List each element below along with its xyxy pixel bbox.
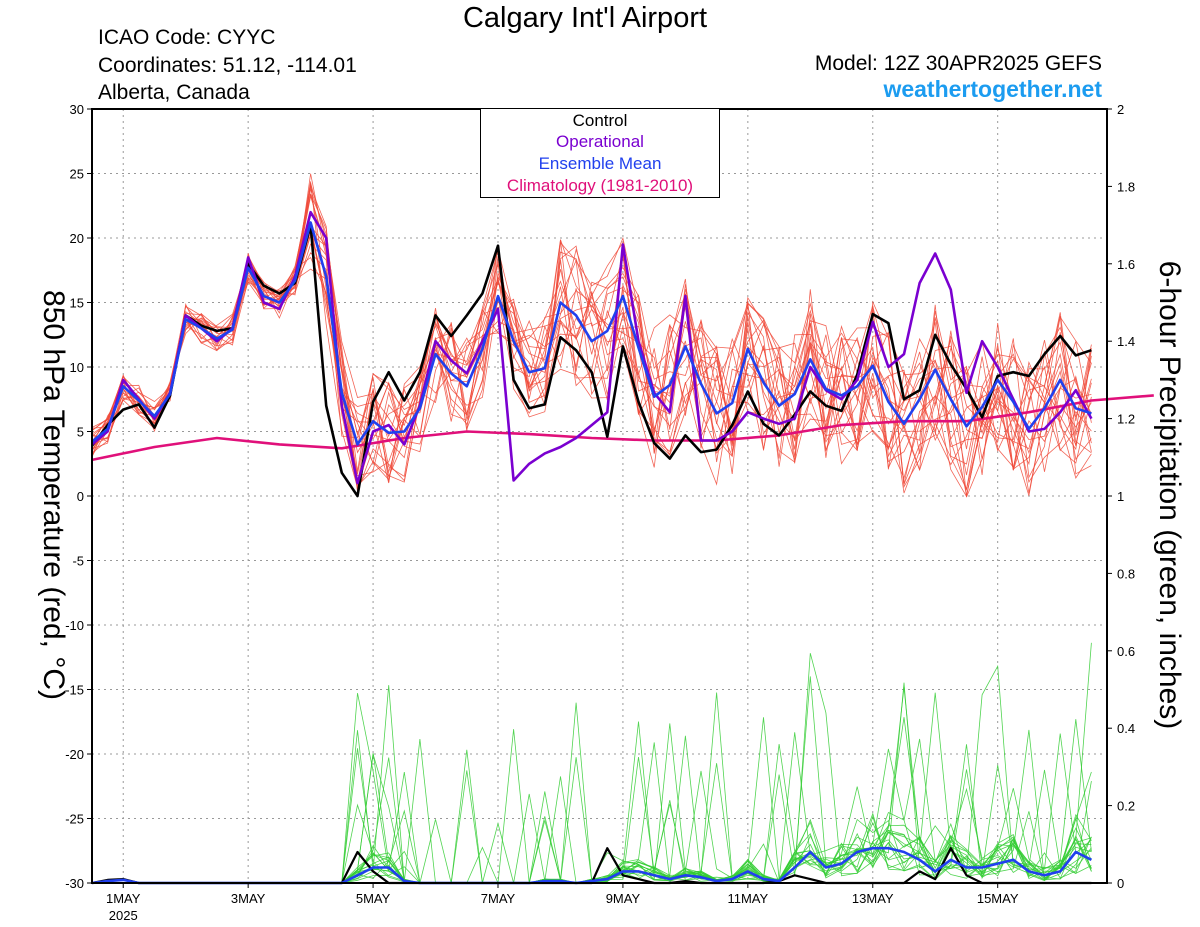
x-tick-label: 5MAY (356, 891, 391, 906)
site-link[interactable]: weathertogether.net (883, 76, 1102, 102)
x-tick-label: 3MAY (231, 891, 266, 906)
precip-member-line (92, 800, 1092, 884)
y-tick-label-right: 1.8 (1117, 179, 1135, 194)
y-tick-label-right: 0 (1117, 876, 1124, 891)
y-tick-label-right: 1.4 (1117, 334, 1135, 349)
temp-member-line (91, 241, 1092, 483)
y-tick-label-left: -15 (65, 683, 84, 698)
y-tick-label-left: -30 (65, 876, 84, 891)
x-tick-label: 11MAY (727, 891, 768, 906)
y-tick-label-left: 20 (70, 231, 84, 246)
x-tick-label: 1MAY (106, 891, 141, 906)
legend-ensemble-mean: Ensemble Mean (538, 154, 662, 173)
y-tick-label-right: 0.2 (1117, 799, 1135, 814)
x-tick-label: 13MAY (852, 891, 894, 906)
y-tick-label-left: 10 (70, 360, 84, 375)
legend-climatology: Climatology (1981-2010) (506, 176, 694, 195)
y-tick-label-right: 0.8 (1117, 566, 1135, 581)
y-tick-label-left: 15 (70, 296, 84, 311)
plot-frame (91, 108, 1108, 884)
y-tick-label-right: 1.6 (1117, 257, 1135, 272)
y-tick-label-left: 30 (70, 102, 84, 117)
y-axis-left-label: 850 hPa Temperature (red, °C) (37, 290, 70, 700)
region: Alberta, Canada (98, 81, 250, 104)
icao-code: ICAO Code: CYYC (98, 26, 276, 49)
y-tick-label-left: 25 (70, 167, 84, 182)
y-tick-label-right: 1 (1117, 489, 1124, 504)
y-tick-label-left: -5 (72, 554, 84, 569)
model-run: Model: 12Z 30APR2025 GEFS (814, 52, 1102, 75)
coordinates: Coordinates: 51.12, -114.01 (98, 54, 357, 77)
y-tick-label-left: -25 (65, 812, 84, 827)
temp-member-line (91, 187, 1092, 479)
x-tick-label: 9MAY (606, 891, 641, 906)
temp-member-line (91, 185, 1092, 498)
x-tick-sublabel: 2025 (109, 908, 138, 923)
temp-member-line (91, 193, 1092, 477)
y-tick-label-right: 0.4 (1117, 721, 1135, 736)
legend-operational: Operational (556, 132, 644, 151)
gridlines (92, 109, 1107, 883)
y-axis-right-label: 6-hour Precipitation (green, inches) (1153, 261, 1186, 730)
precip-member-line (92, 791, 1092, 884)
y-tick-label-left: 5 (77, 425, 84, 440)
x-tick-label: 15MAY (977, 891, 1019, 906)
y-tick-label-right: 0.6 (1117, 644, 1135, 659)
y-tick-label-left: 0 (77, 489, 84, 504)
y-tick-label-left: -10 (65, 618, 84, 633)
climatology-line (91, 394, 1154, 462)
temp-member-line (91, 225, 1092, 492)
ensemble-mean-temp-line (91, 221, 1092, 446)
x-tick-label: 7MAY (481, 891, 516, 906)
axis-ticks: 302520151050-5-10-15-20-25-3021.81.61.41… (65, 102, 1135, 923)
y-tick-label-left: -20 (65, 747, 84, 762)
y-tick-label-right: 1.2 (1117, 412, 1135, 427)
precip-member-line (92, 664, 1092, 884)
control-temp-line (90, 223, 1092, 498)
y-tick-label-right: 2 (1117, 102, 1124, 117)
temp-member-line (91, 173, 1092, 496)
chart-title: Calgary Int'l Airport (462, 2, 708, 34)
legend-control: Control (572, 111, 628, 130)
legend: Control Operational Ensemble Mean Climat… (480, 108, 720, 198)
